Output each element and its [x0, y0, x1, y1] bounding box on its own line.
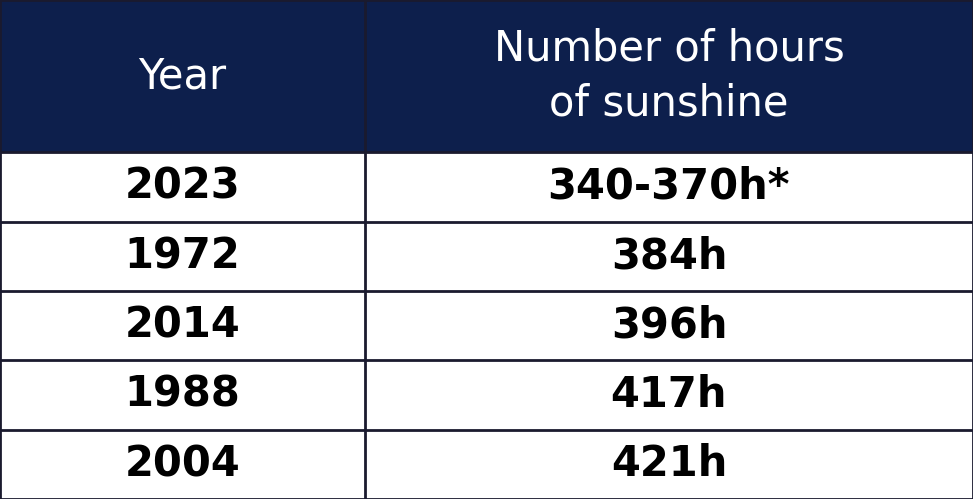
Bar — [365, 291, 973, 360]
Bar — [365, 360, 973, 430]
Bar — [365, 430, 973, 499]
Text: 1972: 1972 — [125, 235, 240, 277]
Text: 2014: 2014 — [125, 304, 240, 347]
Text: 417h: 417h — [611, 374, 727, 416]
Text: Year: Year — [138, 55, 227, 97]
Bar — [365, 0, 973, 152]
Bar — [0, 222, 365, 291]
Bar — [0, 0, 365, 152]
Bar — [365, 222, 973, 291]
Bar — [0, 152, 365, 222]
Bar — [0, 430, 365, 499]
Text: 421h: 421h — [611, 443, 727, 486]
Text: 2023: 2023 — [125, 166, 240, 208]
Text: Number of hours
of sunshine: Number of hours of sunshine — [493, 27, 845, 125]
Text: 384h: 384h — [611, 235, 727, 277]
Text: 340-370h*: 340-370h* — [548, 166, 790, 208]
Text: 1988: 1988 — [125, 374, 240, 416]
Text: 396h: 396h — [611, 304, 727, 347]
Text: 2004: 2004 — [125, 443, 240, 486]
Bar — [365, 152, 973, 222]
Bar — [0, 291, 365, 360]
Bar — [0, 360, 365, 430]
